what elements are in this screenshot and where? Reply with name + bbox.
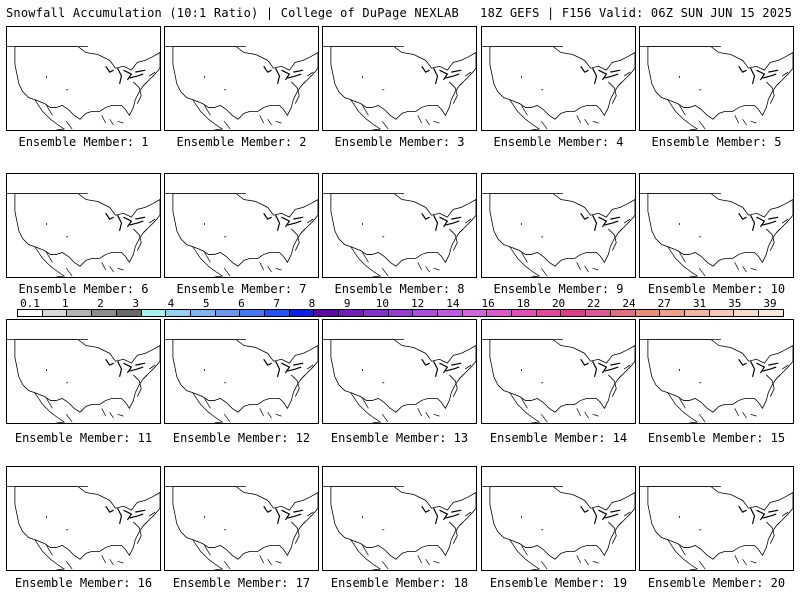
member-map-panel [481,319,636,424]
colorbar-label: 9 [343,297,351,310]
colorbar-label: 2 [97,297,104,310]
colorbar-label: 7 [273,297,280,310]
colorbar-label: 18 [516,297,530,310]
colorbar-swatch [487,310,513,316]
member-caption: Ensemble Member: 2 [176,135,307,149]
member-caption: Ensemble Member: 9 [493,282,624,296]
colorbar-label: 0.1 [20,297,40,310]
member-map-panel [322,173,477,278]
colorbar-swatch [215,310,241,316]
colorbar-label: 24 [622,297,636,310]
colorbar-label: 22 [587,297,601,310]
colorbar-swatch [190,310,216,316]
colorbar-swatch [92,310,117,316]
colorbar-label: 27 [657,297,671,310]
colorbar-swatch [18,310,43,316]
colorbar-label: 5 [202,297,210,310]
member-map-panel [639,26,794,131]
colorbar-label: 20 [551,297,566,310]
colorbar-label: 6 [238,297,245,310]
member-map-panel [481,466,636,571]
colorbar-swatch [339,310,364,316]
member-caption: Ensemble Member: 8 [334,282,465,296]
member-map-panel [6,319,161,424]
colorbar-label: 31 [692,297,707,310]
member-caption: Ensemble Member: 11 [14,431,153,445]
colorbar-swatch [512,310,537,316]
colorbar-swatch [388,310,414,316]
member-map-panel [322,466,477,571]
colorbar-swatch [363,310,389,316]
colorbar-swatch [437,310,463,316]
colorbar-swatch [240,310,266,316]
member-map-panel [639,173,794,278]
colorbar-label: 35 [728,297,742,310]
colorbar-swatch [635,310,661,316]
colorbar-swatch [660,310,685,316]
colorbar-label: 8 [308,297,316,310]
colorbar-swatch [709,310,735,316]
member-map-panel [322,26,477,131]
colorbar-label: 14 [446,297,460,310]
colorbar-label: 12 [410,297,425,310]
colorbar-label: 1 [61,297,69,310]
colorbar-swatch [166,310,191,316]
member-caption: Ensemble Member: 6 [18,282,149,296]
colorbar-swatch [684,310,710,316]
colorbar-swatch [67,310,93,316]
member-caption: Ensemble Member: 1 [18,135,149,149]
run-valid-time: 18Z GEFS | F156 Valid: 06Z SUN JUN 15 20… [480,6,792,20]
colorbar-swatch [265,310,290,316]
colorbar-swatch [536,310,562,316]
figure-title: Snowfall Accumulation (10:1 Ratio) | Col… [6,6,459,20]
member-caption: Ensemble Member: 15 [647,431,786,445]
colorbar-labels: 0.1 1 2 3 4 5 6 7 8 9 10 12 14 16 18 20 22 24 27 31 35 39 [0,297,800,311]
colorbar-swatch [561,310,587,316]
member-map-panel [164,319,319,424]
member-caption: Ensemble Member: 7 [176,282,307,296]
member-caption: Ensemble Member: 5 [651,135,782,149]
member-caption: Ensemble Member: 3 [334,135,465,149]
member-caption: Ensemble Member: 20 [647,576,786,590]
colorbar-label: 3 [132,297,140,310]
colorbar-swatch [314,310,340,316]
snowfall-colorbar [17,309,784,317]
colorbar-swatch [462,310,488,316]
colorbar-swatch [116,310,142,316]
colorbar-swatch [289,310,315,316]
colorbar-swatch [42,310,68,316]
member-caption: Ensemble Member: 12 [172,431,311,445]
member-map-panel [639,466,794,571]
colorbar-swatch [759,310,783,316]
member-caption: Ensemble Member: 4 [493,135,624,149]
member-caption: Ensemble Member: 10 [647,282,786,296]
member-caption: Ensemble Member: 14 [489,431,628,445]
colorbar-label: 16 [481,297,495,310]
colorbar-label: 4 [167,297,175,310]
colorbar-swatch [141,310,167,316]
member-map-panel [481,173,636,278]
member-caption: Ensemble Member: 19 [489,576,628,590]
member-caption: Ensemble Member: 13 [330,431,469,445]
member-map-panel [639,319,794,424]
member-caption: Ensemble Member: 18 [330,576,469,590]
member-caption: Ensemble Member: 16 [14,576,153,590]
colorbar-label: 10 [375,297,389,310]
member-map-panel [164,173,319,278]
member-map-panel [6,466,161,571]
colorbar-swatch [413,310,438,316]
member-map-panel [164,466,319,571]
colorbar-swatch [610,310,636,316]
member-map-panel [481,26,636,131]
member-map-panel [322,319,477,424]
colorbar-label: 39 [763,297,777,310]
member-map-panel [6,173,161,278]
member-map-panel [6,26,161,131]
member-map-panel [164,26,319,131]
colorbar-swatch [586,310,611,316]
colorbar-swatch [734,310,760,316]
member-caption: Ensemble Member: 17 [172,576,311,590]
